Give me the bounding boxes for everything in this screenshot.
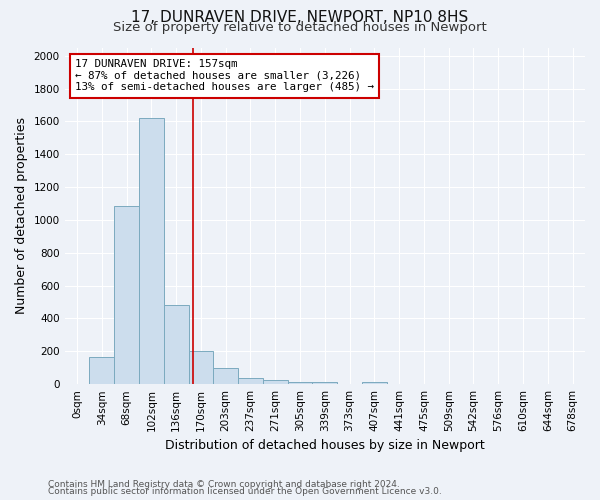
Bar	[89, 357, 114, 384]
Bar	[188, 352, 214, 384]
Bar	[114, 206, 139, 384]
Bar	[214, 368, 238, 384]
Bar	[263, 380, 287, 384]
Text: Contains HM Land Registry data © Crown copyright and database right 2024.: Contains HM Land Registry data © Crown c…	[48, 480, 400, 489]
Text: Size of property relative to detached houses in Newport: Size of property relative to detached ho…	[113, 22, 487, 35]
Text: Contains public sector information licensed under the Open Government Licence v3: Contains public sector information licen…	[48, 487, 442, 496]
Bar	[313, 382, 337, 384]
Bar	[238, 378, 263, 384]
Text: 17 DUNRAVEN DRIVE: 157sqm
← 87% of detached houses are smaller (3,226)
13% of se: 17 DUNRAVEN DRIVE: 157sqm ← 87% of detac…	[75, 60, 374, 92]
Y-axis label: Number of detached properties: Number of detached properties	[15, 118, 28, 314]
Bar	[164, 306, 188, 384]
Bar	[139, 118, 164, 384]
Text: 17, DUNRAVEN DRIVE, NEWPORT, NP10 8HS: 17, DUNRAVEN DRIVE, NEWPORT, NP10 8HS	[131, 10, 469, 25]
Bar	[362, 382, 387, 384]
X-axis label: Distribution of detached houses by size in Newport: Distribution of detached houses by size …	[165, 440, 485, 452]
Bar	[287, 382, 313, 384]
